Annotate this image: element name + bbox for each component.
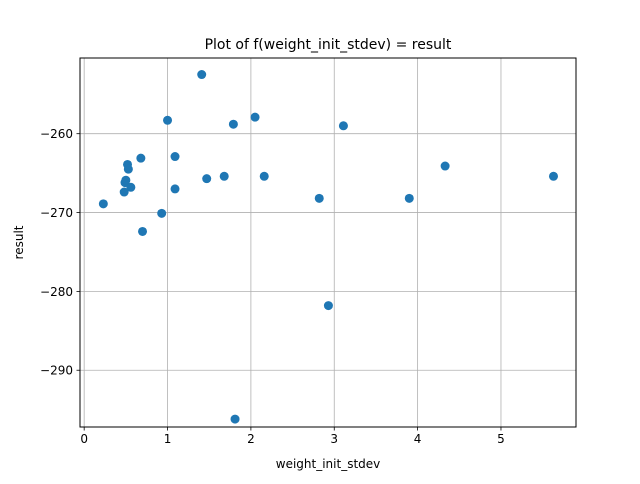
data-point bbox=[228, 119, 238, 129]
y-tick-label: −290 bbox=[40, 364, 73, 378]
data-point bbox=[98, 199, 108, 209]
axis-ticks: 0 1 2 3 4 5 −290 −280 −270 −260 bbox=[40, 127, 505, 446]
data-point bbox=[163, 115, 173, 125]
data-point bbox=[197, 70, 207, 80]
data-point bbox=[250, 112, 260, 122]
chart-title: Plot of f(weight_init_stdev) = result bbox=[205, 37, 452, 53]
data-point bbox=[259, 171, 269, 181]
data-point bbox=[202, 174, 212, 184]
data-point bbox=[440, 161, 450, 171]
plot-area-frame bbox=[79, 57, 577, 428]
y-tick-label: −280 bbox=[40, 285, 73, 299]
x-tick-label: 4 bbox=[414, 432, 422, 446]
x-tick-label: 5 bbox=[497, 432, 505, 446]
data-point bbox=[230, 414, 240, 424]
x-tick-label: 2 bbox=[247, 432, 255, 446]
x-axis-label: weight_init_stdev bbox=[276, 457, 381, 471]
data-points bbox=[98, 70, 558, 424]
data-point bbox=[123, 164, 133, 174]
data-point bbox=[157, 208, 167, 218]
x-tick-label: 1 bbox=[164, 432, 172, 446]
data-point bbox=[121, 175, 131, 185]
y-axis-label: result bbox=[12, 225, 26, 259]
data-point bbox=[404, 193, 414, 203]
data-point bbox=[219, 171, 229, 181]
x-tick-label: 3 bbox=[330, 432, 338, 446]
data-point bbox=[136, 153, 146, 163]
data-point bbox=[548, 171, 558, 181]
x-tick-label: 0 bbox=[80, 432, 88, 446]
data-point bbox=[338, 121, 348, 131]
data-point bbox=[170, 152, 180, 162]
data-point bbox=[314, 193, 324, 203]
data-point bbox=[119, 187, 129, 197]
data-point bbox=[126, 182, 136, 192]
y-tick-label: −260 bbox=[40, 127, 73, 141]
data-point bbox=[170, 184, 180, 194]
data-point bbox=[138, 226, 148, 236]
y-tick-label: −270 bbox=[40, 206, 73, 220]
data-point bbox=[323, 301, 333, 311]
